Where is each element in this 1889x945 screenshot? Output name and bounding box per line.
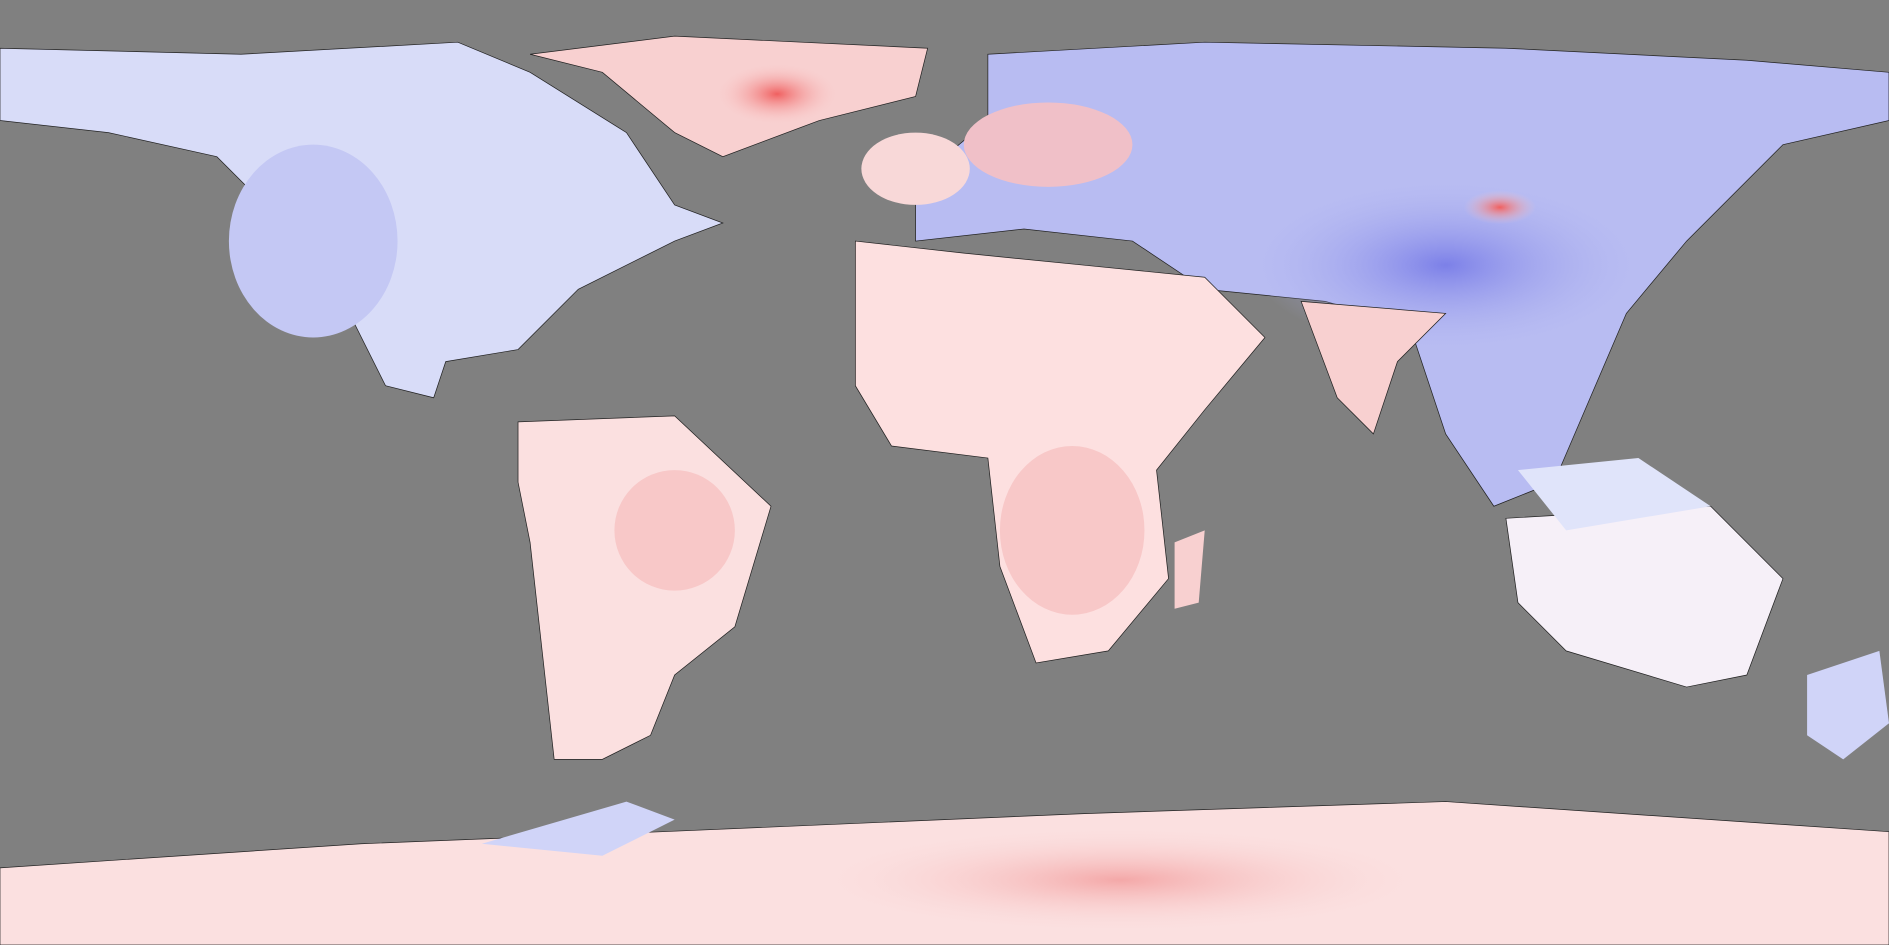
warm-region bbox=[807, 825, 1434, 935]
warm-spot bbox=[716, 63, 838, 125]
warm-spot bbox=[1463, 190, 1537, 225]
india bbox=[1300, 300, 1447, 435]
british-isles bbox=[861, 132, 970, 205]
new-zealand bbox=[1807, 650, 1889, 760]
warm-region bbox=[999, 445, 1145, 615]
scandinavia bbox=[963, 102, 1133, 187]
australia bbox=[1505, 505, 1784, 688]
warm-region bbox=[614, 470, 735, 591]
cold-region bbox=[228, 144, 398, 338]
antarctic-peninsula bbox=[481, 801, 675, 856]
madagascar bbox=[1174, 530, 1205, 609]
indonesia bbox=[1517, 458, 1711, 531]
